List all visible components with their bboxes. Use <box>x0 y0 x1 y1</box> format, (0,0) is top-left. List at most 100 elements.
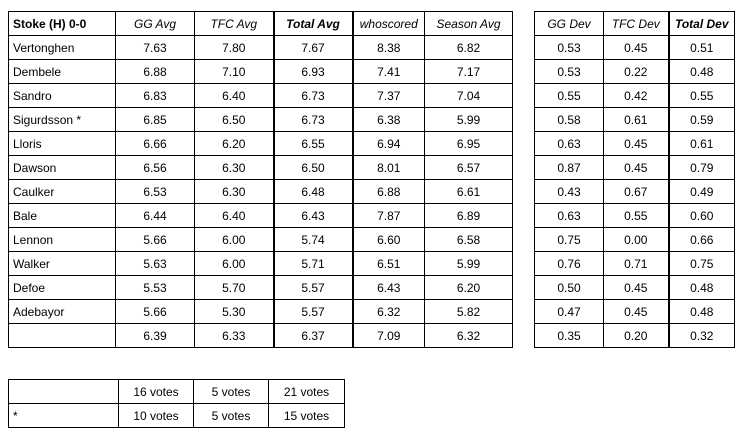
tfc-avg-cell: 6.30 <box>194 155 275 180</box>
total-dev-cell: 0.59 <box>668 107 735 132</box>
player-name-cell: Dembele <box>8 59 116 84</box>
average-row: 6.39 6.33 6.37 7.09 6.32 <box>8 323 513 348</box>
table-row: Dawson 6.56 6.30 6.50 8.01 6.57 <box>8 155 513 180</box>
gg-votes-cell: 16 votes <box>118 379 194 404</box>
table-row: 0.63 0.55 0.60 <box>534 203 735 228</box>
table-row: Vertonghen 7.63 7.80 7.67 8.38 6.82 <box>8 35 513 60</box>
header-total-dev: Total Dev <box>668 11 735 36</box>
season-avg-cell: 6.20 <box>424 275 513 300</box>
header-season-avg: Season Avg <box>424 11 513 36</box>
table-row: 0.63 0.45 0.61 <box>534 131 735 156</box>
whoscored-cell: 6.32 <box>352 299 425 324</box>
total-dev-cell: 0.49 <box>668 179 735 204</box>
table-row: 0.75 0.00 0.66 <box>534 227 735 252</box>
table-row: 0.76 0.71 0.75 <box>534 251 735 276</box>
gg-dev-cell: 0.43 <box>534 179 604 204</box>
total-avg-cell: 6.55 <box>273 131 354 156</box>
whoscored-cell: 6.60 <box>352 227 425 252</box>
table-row: Defoe 5.53 5.70 5.57 6.43 6.20 <box>8 275 513 300</box>
tfc-dev-cell: 0.45 <box>603 131 670 156</box>
total-dev-cell: 0.75 <box>668 251 735 276</box>
ratings-table: Stoke (H) 0-0 GG Avg TFC Avg Total Avg w… <box>8 11 513 348</box>
gg-avg-cell: 5.66 <box>115 227 195 252</box>
tfc-dev-cell: 0.61 <box>603 107 670 132</box>
table-row: 0.43 0.67 0.49 <box>534 179 735 204</box>
tfc-dev-cell: 0.55 <box>603 203 670 228</box>
total-avg-cell: 6.73 <box>273 107 354 132</box>
total-avg-cell: 5.71 <box>273 251 354 276</box>
deviation-header-row: GG Dev TFC Dev Total Dev <box>534 11 735 36</box>
vote-group-label-cell: * <box>8 403 119 428</box>
tfc-avg-cell: 6.50 <box>194 107 275 132</box>
table-row: Walker 5.63 6.00 5.71 6.51 5.99 <box>8 251 513 276</box>
header-total-avg: Total Avg <box>273 11 354 36</box>
table-row: 0.53 0.45 0.51 <box>534 35 735 60</box>
table-row: 0.55 0.42 0.55 <box>534 83 735 108</box>
total-avg-cell: 6.43 <box>273 203 354 228</box>
tfc-dev-cell: 0.45 <box>603 155 670 180</box>
deviation-table: GG Dev TFC Dev Total Dev 0.53 0.45 0.51 0.5… <box>534 11 735 348</box>
votes-row: 16 votes 5 votes 21 votes <box>8 379 345 404</box>
table-row: Caulker 6.53 6.30 6.48 6.88 6.61 <box>8 179 513 204</box>
whoscored-cell: 7.87 <box>352 203 425 228</box>
whoscored-cell: 7.37 <box>352 83 425 108</box>
gg-votes-cell: 10 votes <box>118 403 194 428</box>
season-avg-cell: 5.99 <box>424 107 513 132</box>
whoscored-cell: 6.51 <box>352 251 425 276</box>
header-gg-avg: GG Avg <box>115 11 195 36</box>
gg-avg-cell: 6.39 <box>115 323 195 348</box>
total-dev-cell: 0.79 <box>668 155 735 180</box>
total-avg-cell: 6.73 <box>273 83 354 108</box>
total-avg-cell: 6.50 <box>273 155 354 180</box>
player-name-cell: Sigurdsson * <box>8 107 116 132</box>
total-dev-cell: 0.48 <box>668 59 735 84</box>
gg-dev-cell: 0.50 <box>534 275 604 300</box>
season-avg-cell: 6.95 <box>424 131 513 156</box>
season-avg-cell: 5.82 <box>424 299 513 324</box>
whoscored-cell: 8.38 <box>352 35 425 60</box>
whoscored-cell: 6.43 <box>352 275 425 300</box>
table-row: 0.87 0.45 0.79 <box>534 155 735 180</box>
table-row: 0.53 0.22 0.48 <box>534 59 735 84</box>
table-row: Bale 6.44 6.40 6.43 7.87 6.89 <box>8 203 513 228</box>
header-gg-dev: GG Dev <box>534 11 604 36</box>
gg-dev-cell: 0.55 <box>534 83 604 108</box>
season-avg-cell: 6.82 <box>424 35 513 60</box>
table-row: 0.47 0.45 0.48 <box>534 299 735 324</box>
table-row: Lloris 6.66 6.20 6.55 6.94 6.95 <box>8 131 513 156</box>
tfc-dev-cell: 0.71 <box>603 251 670 276</box>
player-name-cell: Defoe <box>8 275 116 300</box>
ratings-header-row: Stoke (H) 0-0 GG Avg TFC Avg Total Avg w… <box>8 11 513 36</box>
whoscored-cell: 6.94 <box>352 131 425 156</box>
table-row: Sigurdsson * 6.85 6.50 6.73 6.38 5.99 <box>8 107 513 132</box>
tfc-dev-cell: 0.00 <box>603 227 670 252</box>
tfc-votes-cell: 5 votes <box>193 379 269 404</box>
total-avg-cell: 6.48 <box>273 179 354 204</box>
gg-dev-cell: 0.47 <box>534 299 604 324</box>
gg-avg-cell: 7.63 <box>115 35 195 60</box>
tfc-dev-cell: 0.67 <box>603 179 670 204</box>
whoscored-cell: 6.38 <box>352 107 425 132</box>
gg-avg-cell: 6.53 <box>115 179 195 204</box>
total-dev-cell: 0.66 <box>668 227 735 252</box>
gg-avg-cell: 5.66 <box>115 299 195 324</box>
gg-dev-cell: 0.53 <box>534 35 604 60</box>
gg-avg-cell: 6.44 <box>115 203 195 228</box>
tfc-avg-cell: 6.00 <box>194 251 275 276</box>
season-avg-cell: 6.32 <box>424 323 513 348</box>
tfc-avg-cell: 7.80 <box>194 35 275 60</box>
table-row: Dembele 6.88 7.10 6.93 7.41 7.17 <box>8 59 513 84</box>
table-row: Lennon 5.66 6.00 5.74 6.60 6.58 <box>8 227 513 252</box>
gg-dev-cell: 0.63 <box>534 203 604 228</box>
average-row: 0.35 0.20 0.32 <box>534 323 735 348</box>
total-dev-cell: 0.60 <box>668 203 735 228</box>
total-avg-cell: 5.57 <box>273 275 354 300</box>
gg-dev-cell: 0.76 <box>534 251 604 276</box>
player-name-cell <box>8 323 116 348</box>
gg-dev-cell: 0.35 <box>534 323 604 348</box>
ratings-body: Vertonghen 7.63 7.80 7.67 8.38 6.82 Dembele 6.8… <box>8 35 513 348</box>
deviation-body: 0.53 0.45 0.51 0.53 0.22 0.48 0.55 0.42 0.55 0.58… <box>534 35 735 348</box>
gg-dev-cell: 0.63 <box>534 131 604 156</box>
gg-avg-cell: 6.83 <box>115 83 195 108</box>
tfc-dev-cell: 0.45 <box>603 35 670 60</box>
